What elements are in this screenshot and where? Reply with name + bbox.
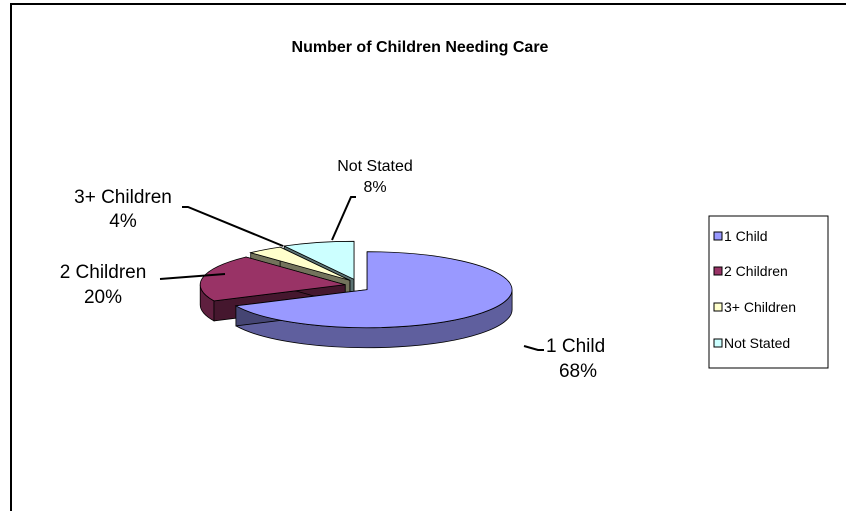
legend-swatch-3-children <box>713 302 723 312</box>
data-value-3-children: 4% <box>109 211 137 232</box>
leader-line-3-children <box>182 206 284 247</box>
slice-3-children-top <box>249 246 351 281</box>
data-value-1-child: 68% <box>559 361 597 382</box>
data-label-3-children: 3+ Children <box>74 187 172 208</box>
pie-slices <box>199 240 513 349</box>
legend-label-not-stated: Not Stated <box>724 335 790 351</box>
legend-label-3-children: 3+ Children <box>724 299 796 315</box>
legend: 1 Child 2 Children 3+ Children Not State… <box>708 215 829 369</box>
data-value-2-children: 20% <box>84 287 122 308</box>
data-label-2-children: 2 Children <box>60 262 147 283</box>
legend-box <box>708 215 829 369</box>
legend-label-2-children: 2 Children <box>724 263 788 279</box>
data-label-1-child: 1 Child <box>546 336 605 357</box>
chart-title: Number of Children Needing Care <box>292 39 549 56</box>
legend-swatch-not-stated <box>713 338 723 348</box>
leader-line-not-stated <box>331 196 356 241</box>
slice-1-child <box>234 251 513 349</box>
leader-line-1-child <box>523 345 544 351</box>
data-value-not-stated: 8% <box>363 179 386 196</box>
legend-swatch-2-children <box>713 266 723 276</box>
slice-1-child-top <box>234 251 513 329</box>
legend-swatch-1-child <box>713 231 723 241</box>
slice-not-stated-top <box>282 240 355 280</box>
leader-line-2-children <box>159 273 226 280</box>
data-label-not-stated: Not Stated <box>337 158 413 175</box>
legend-label-1-child: 1 Child <box>724 228 768 244</box>
slice-2-children-top <box>199 256 346 302</box>
